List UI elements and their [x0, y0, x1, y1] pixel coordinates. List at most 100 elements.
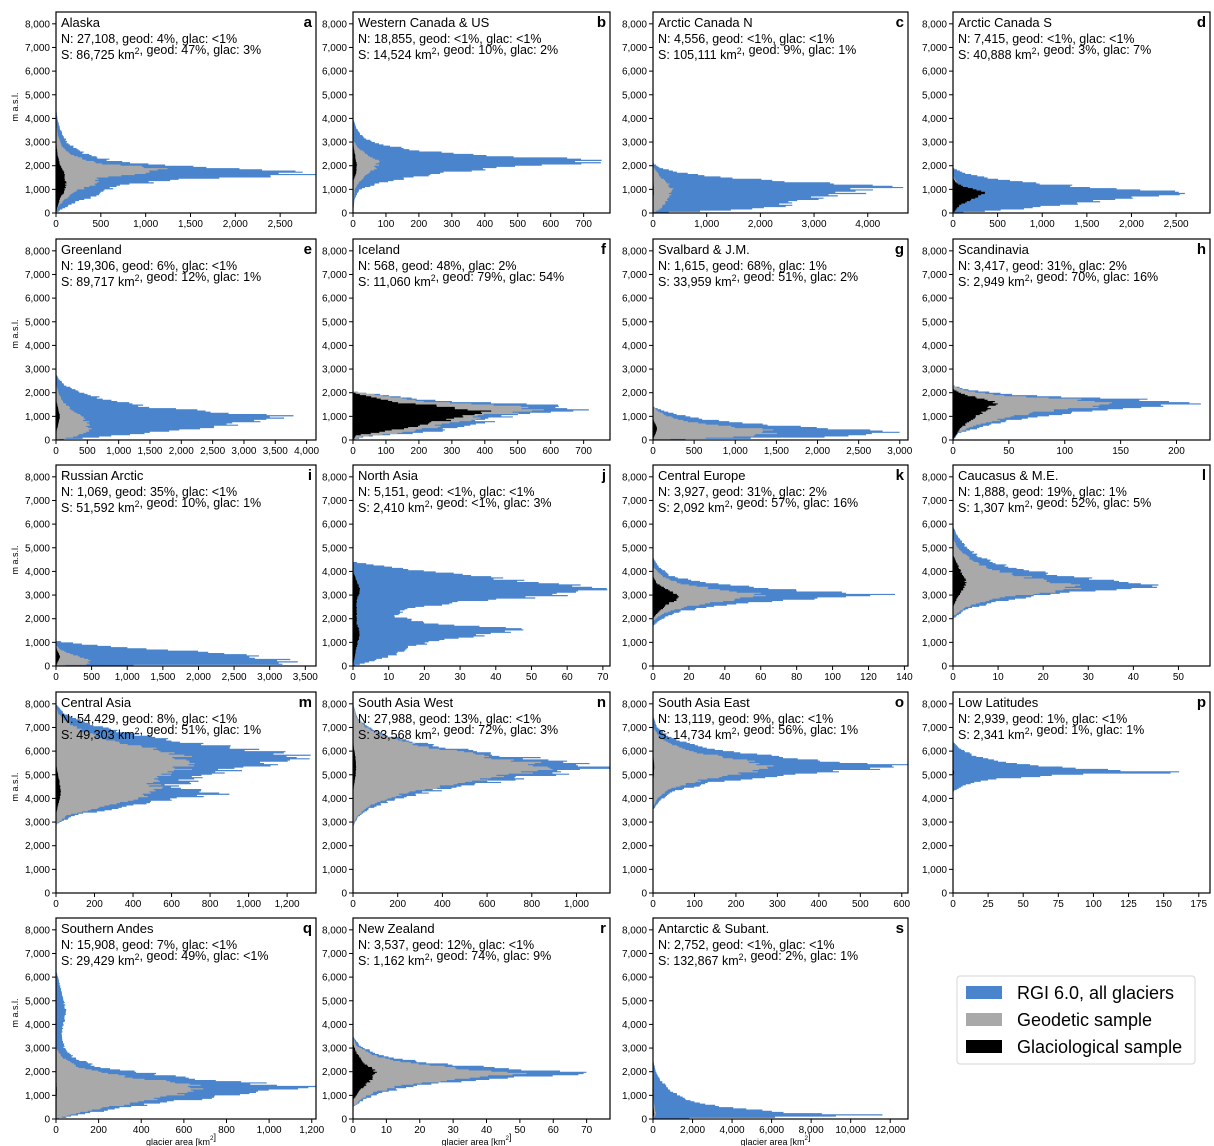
panel-m: 0 1,000 2,000 3,000 4,000 5,000 6,000 7,000 8,00… — [10, 691, 317, 910]
panel-g: 0 1,000 2,000 3,000 4,000 5,000 6,000 7,000 8,00… — [622, 238, 913, 457]
y-tick-label: 2,000 — [322, 841, 347, 852]
y-tick-label: 8,000 — [622, 246, 647, 257]
y-tick-label: 7,000 — [622, 270, 647, 281]
y-tick-label: 3,000 — [922, 365, 947, 376]
y-tick-label: 4,000 — [622, 341, 647, 352]
x-tick-label: 2,500 — [846, 446, 871, 457]
x-tick-label: 3,500 — [263, 446, 288, 457]
y-tick-label: 0 — [44, 1115, 50, 1126]
series-area-geodetic — [56, 918, 204, 1119]
y-tick-label: 1,000 — [322, 638, 347, 649]
y-tick-label: 6,000 — [622, 520, 647, 531]
y-tick-label: 0 — [44, 436, 50, 447]
y-tick-label: 1,000 — [322, 1091, 347, 1102]
panel-title: Antarctic & Subant. — [658, 921, 769, 936]
x-tick-label: 40 — [481, 1125, 493, 1136]
plot-frame — [652, 238, 909, 441]
panel-stat-n: N: 5,151, geod: <1%, glac: <1% — [358, 485, 535, 499]
x-tick-label: 0 — [350, 899, 356, 910]
panel-stat-n: N: 3,927, geod: 31%, glac: 2% — [658, 485, 827, 499]
y-tick-label: 2,000 — [25, 161, 50, 172]
y-tick-label: 2,000 — [622, 614, 647, 625]
y-tick-label: 4,000 — [922, 114, 947, 125]
panel-letter: q — [303, 920, 312, 937]
x-tick-label: 0 — [950, 899, 956, 910]
x-tick-label: 600 — [163, 899, 180, 910]
y-tick-label: 5,000 — [322, 770, 347, 781]
panel-letter: m — [299, 694, 312, 711]
series-area-glaciological — [953, 465, 967, 666]
x-tick-label: 400 — [434, 899, 451, 910]
panel-letter: d — [1197, 14, 1206, 31]
x-tick-label: 2,500 — [1164, 219, 1189, 230]
y-tick-label: 2,000 — [622, 388, 647, 399]
y-tick-label: 3,000 — [322, 1044, 347, 1055]
y-tick-label: 0 — [341, 1115, 347, 1126]
y-tick-label: 8,000 — [25, 472, 50, 483]
x-tick-label: 0 — [650, 899, 656, 910]
y-tick-label: 2,000 — [922, 388, 947, 399]
x-tick-label: 200 — [728, 899, 745, 910]
x-tick-label: 3,000 — [257, 672, 282, 683]
x-tick-label: 50 — [514, 1125, 526, 1136]
x-tick-label: 2,000 — [1119, 219, 1144, 230]
series-area-glaciological — [56, 692, 62, 893]
x-tick-label: 100 — [378, 446, 395, 457]
y-tick-label: 4,000 — [322, 1020, 347, 1031]
x-tick-label: 1,000 — [694, 219, 719, 230]
panel-stat-s: S: 2,949 km2, geod: 70%, glac: 16% — [958, 270, 1158, 289]
panel-stat-n: N: 3,417, geod: 31%, glac: 2% — [958, 259, 1127, 273]
y-tick-label: 2,000 — [322, 388, 347, 399]
series-area-rgi — [353, 465, 608, 666]
plot-frame — [352, 917, 611, 1120]
x-tick-label: 12,000 — [875, 1125, 906, 1136]
y-tick-label: 7,000 — [922, 43, 947, 54]
x-tick-label: 500 — [83, 672, 100, 683]
y-tick-label: 0 — [341, 662, 347, 673]
legend-swatch-glaciological — [966, 1040, 1002, 1053]
panel-letter: r — [600, 920, 606, 937]
plot-area — [653, 239, 908, 440]
x-tick-label: 1,500 — [1074, 219, 1099, 230]
y-tick-label: 6,000 — [922, 294, 947, 305]
x-tick-label: 400 — [133, 1125, 150, 1136]
panel-stat-n: N: 568, geod: 48%, glac: 2% — [358, 259, 516, 273]
panel-stat-s: S: 33,568 km2, geod: 72%, glac: 3% — [358, 723, 558, 742]
y-tick-label: 4,000 — [922, 341, 947, 352]
panel-f: 0 1,000 2,000 3,000 4,000 5,000 6,000 7,000 8,00… — [322, 238, 611, 457]
x-tick-label: 200 — [411, 446, 428, 457]
y-tick-label: 4,000 — [322, 341, 347, 352]
y-tick-label: 7,000 — [322, 496, 347, 507]
x-tick-label: 0 — [53, 219, 59, 230]
x-tick-label: 200 — [90, 1125, 107, 1136]
plot-frame — [55, 238, 317, 441]
plot-frame — [55, 691, 317, 894]
x-tick-label: 3,000 — [802, 219, 827, 230]
y-tick-label: 0 — [941, 889, 947, 900]
y-tick-label: 5,000 — [25, 543, 50, 554]
panel-title: North Asia — [358, 468, 419, 483]
plot-area — [653, 465, 908, 666]
x-tick-label: 800 — [523, 899, 540, 910]
panel-r: 0 1,000 2,000 3,000 4,000 5,000 6,000 7,000 8,00… — [322, 917, 611, 1146]
panel-title: Russian Arctic — [61, 468, 144, 483]
series-area-rgi — [353, 12, 602, 213]
y-tick-label: 6,000 — [622, 747, 647, 758]
x-tick-label: 2,500 — [222, 672, 247, 683]
series-area-geodetic — [653, 239, 777, 440]
y-tick-label: 1,000 — [922, 412, 947, 423]
x-tick-label: 2,000 — [223, 219, 248, 230]
y-tick-label: 6,000 — [25, 67, 50, 78]
panel-a: 0 1,000 2,000 3,000 4,000 5,000 6,000 7,000 8,00… — [10, 11, 317, 230]
panel-stat-s: S: 2,092 km2, geod: 57%, glac: 16% — [658, 496, 858, 515]
x-tick-label: 0 — [950, 672, 956, 683]
y-tick-label: 7,000 — [322, 949, 347, 960]
x-tick-label: 60 — [548, 1125, 560, 1136]
y-tick-label: 5,000 — [922, 90, 947, 101]
x-tick-label: 1,000 — [257, 1125, 282, 1136]
y-tick-label: 6,000 — [25, 973, 50, 984]
panel-stat-s: S: 132,867 km2, geod: 2%, glac: 1% — [658, 949, 858, 968]
panel-p: 0 1,000 2,000 3,000 4,000 5,000 6,000 7,000 8,00… — [922, 691, 1211, 910]
panel-title: South Asia West — [358, 695, 454, 710]
series-area-rgi — [56, 12, 316, 213]
